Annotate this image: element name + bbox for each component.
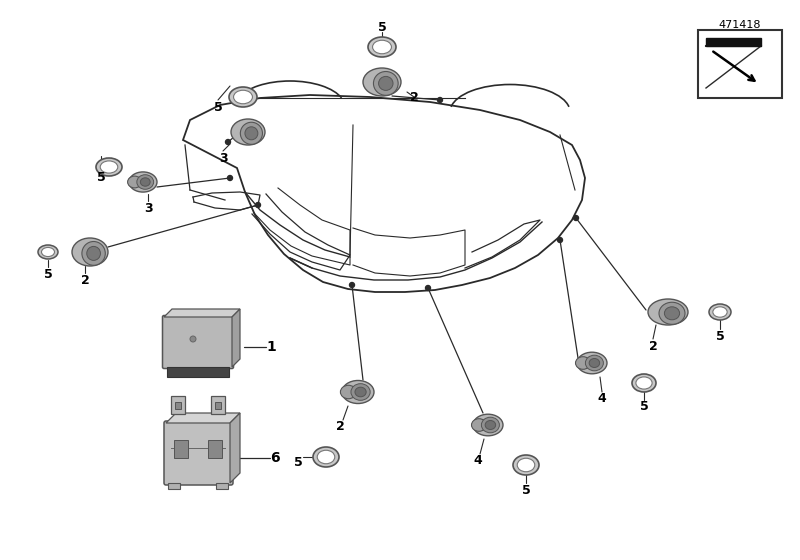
Text: 2: 2 [649, 339, 658, 352]
Text: 5: 5 [294, 455, 302, 469]
Ellipse shape [351, 384, 370, 400]
Ellipse shape [38, 245, 58, 259]
Bar [174, 440, 188, 458]
Bar [216, 483, 228, 489]
Ellipse shape [82, 241, 106, 265]
Ellipse shape [318, 450, 334, 464]
Ellipse shape [245, 127, 258, 140]
Ellipse shape [713, 307, 727, 317]
Ellipse shape [129, 172, 157, 192]
Text: 5: 5 [522, 483, 530, 497]
Bar [698, 30, 782, 98]
Ellipse shape [471, 419, 486, 431]
Text: 5: 5 [214, 100, 222, 114]
Ellipse shape [240, 122, 262, 144]
Ellipse shape [636, 377, 652, 389]
Text: 4: 4 [474, 455, 482, 468]
Ellipse shape [313, 447, 339, 467]
Text: 1: 1 [266, 340, 276, 354]
Bar [175, 402, 181, 409]
Polygon shape [166, 413, 240, 423]
FancyBboxPatch shape [162, 315, 234, 368]
Polygon shape [232, 309, 240, 367]
Ellipse shape [659, 302, 685, 324]
Text: 3: 3 [144, 202, 152, 214]
Ellipse shape [575, 357, 590, 369]
Ellipse shape [518, 458, 534, 472]
Ellipse shape [42, 248, 54, 256]
Ellipse shape [485, 421, 496, 430]
Ellipse shape [586, 355, 603, 371]
Ellipse shape [648, 299, 688, 325]
Circle shape [227, 175, 233, 180]
Ellipse shape [128, 176, 142, 188]
Ellipse shape [363, 68, 401, 96]
Ellipse shape [342, 380, 374, 404]
Text: 2: 2 [410, 91, 418, 104]
Ellipse shape [632, 374, 656, 392]
Ellipse shape [234, 90, 253, 104]
Text: 2: 2 [336, 421, 344, 433]
Ellipse shape [589, 358, 600, 367]
Circle shape [350, 282, 354, 287]
Ellipse shape [368, 37, 396, 57]
Text: 471418: 471418 [718, 20, 762, 30]
Ellipse shape [664, 307, 680, 320]
Ellipse shape [373, 40, 391, 54]
Circle shape [226, 139, 230, 144]
Bar [706, 38, 761, 46]
Text: 5: 5 [97, 170, 106, 184]
Circle shape [574, 216, 578, 221]
Circle shape [438, 97, 442, 102]
Ellipse shape [96, 158, 122, 176]
Ellipse shape [374, 72, 398, 95]
Ellipse shape [482, 417, 499, 433]
Text: 6: 6 [270, 451, 280, 465]
Text: 5: 5 [640, 400, 648, 413]
Text: 5: 5 [378, 21, 386, 34]
Bar [171, 396, 185, 414]
Text: 3: 3 [218, 152, 227, 165]
Ellipse shape [341, 385, 357, 399]
Text: 2: 2 [81, 273, 90, 287]
Circle shape [190, 336, 196, 342]
Ellipse shape [355, 387, 366, 397]
Ellipse shape [140, 178, 150, 186]
Ellipse shape [229, 87, 257, 107]
Circle shape [426, 286, 430, 291]
Ellipse shape [86, 246, 101, 260]
Text: 5: 5 [44, 268, 52, 281]
Circle shape [255, 203, 261, 208]
Ellipse shape [513, 455, 539, 475]
Ellipse shape [577, 352, 607, 374]
Bar [168, 483, 180, 489]
Bar [208, 440, 222, 458]
Polygon shape [164, 309, 240, 317]
Polygon shape [230, 413, 240, 483]
Ellipse shape [72, 238, 108, 266]
Ellipse shape [709, 304, 731, 320]
Bar [215, 402, 221, 409]
Text: 4: 4 [598, 393, 606, 405]
Circle shape [558, 237, 562, 242]
Ellipse shape [100, 161, 118, 173]
Ellipse shape [137, 175, 154, 189]
Bar [211, 396, 225, 414]
Ellipse shape [378, 76, 393, 90]
Bar [167, 367, 229, 377]
FancyBboxPatch shape [164, 421, 233, 485]
Ellipse shape [473, 414, 503, 436]
Ellipse shape [231, 119, 265, 145]
Text: 5: 5 [716, 329, 724, 343]
